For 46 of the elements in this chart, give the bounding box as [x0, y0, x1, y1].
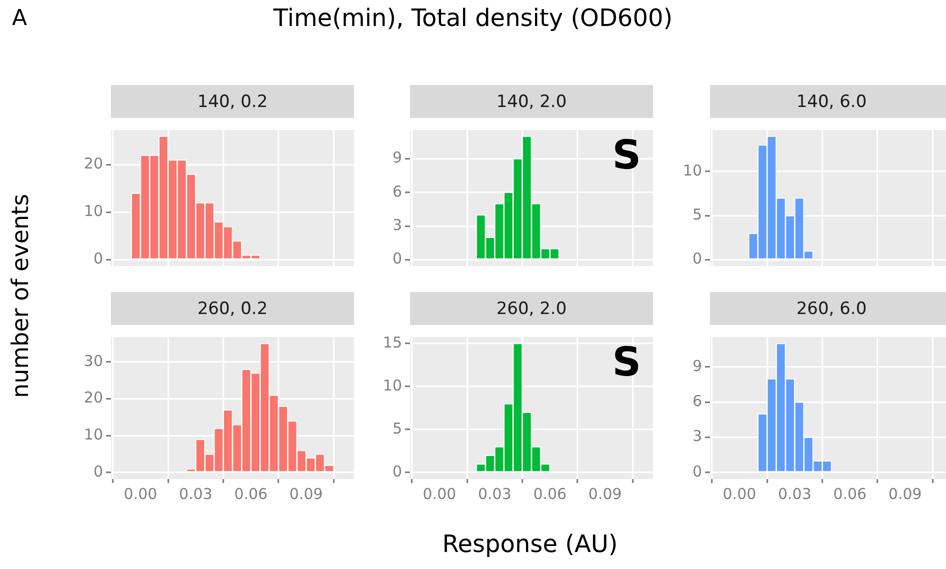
y-tick-label: 0 — [692, 462, 702, 480]
x-tick-label: 0.06 — [833, 484, 867, 503]
y-tick-label: 9 — [392, 148, 402, 167]
x-tick-label: 0.00 — [124, 484, 158, 503]
y-tick-label: 15 — [382, 333, 402, 352]
x-tick-label: 0.09 — [588, 484, 622, 503]
text: Time(min), Total density (OD600) — [273, 4, 673, 32]
x-tick-label: 0.03 — [478, 484, 512, 503]
x-tick-label: 0.03 — [178, 484, 212, 503]
y-tick-label: 0 — [692, 250, 702, 268]
y-tick-label: 30 — [84, 352, 103, 370]
x-tick-label: 0.09 — [289, 484, 323, 503]
y-tick-label: 9 — [692, 356, 702, 375]
y-tick-label: 6 — [392, 182, 402, 200]
text: number of events — [8, 192, 34, 400]
annotation: S — [612, 132, 641, 178]
y-tick-label: 20 — [84, 154, 103, 173]
y-tick-label: 3 — [392, 216, 402, 234]
y-tick-label: 5 — [692, 206, 702, 224]
x-tick-label: 0.00 — [722, 484, 756, 503]
chart-title: 260, 6.0 — [710, 292, 946, 325]
y-tick-label: 0 — [93, 462, 103, 480]
x-tick-label: 0.09 — [888, 484, 922, 503]
x-tick-label: 0.00 — [422, 484, 456, 503]
chart-title: 140, 6.0 — [710, 85, 946, 118]
chart-title: 140, 2.0 — [410, 85, 653, 118]
y-tick-label: 3 — [692, 427, 702, 446]
y-tick-label: 10 — [682, 161, 702, 180]
y-tick-label: 10 — [84, 426, 103, 444]
x-tick-label: 0.03 — [778, 484, 812, 503]
text: Response (AU) — [441, 530, 619, 558]
y-tick-label: 5 — [392, 419, 402, 438]
chart-title: 260, 0.2 — [111, 292, 354, 325]
text: A — [12, 6, 28, 31]
chart-title: 260, 2.0 — [410, 292, 653, 325]
chart-title: 140, 0.2 — [111, 85, 354, 118]
y-tick-label: 6 — [692, 392, 702, 410]
x-tick-label: 0.06 — [533, 484, 567, 503]
y-tick-label: 10 — [84, 202, 103, 220]
y-tick-label: 0 — [392, 462, 402, 480]
y-tick-label: 20 — [84, 388, 103, 407]
annotation: S — [612, 339, 641, 386]
y-tick-label: 0 — [392, 250, 402, 268]
y-tick-label: 0 — [93, 250, 103, 268]
x-tick-label: 0.06 — [234, 484, 268, 503]
y-tick-label: 10 — [382, 376, 402, 394]
